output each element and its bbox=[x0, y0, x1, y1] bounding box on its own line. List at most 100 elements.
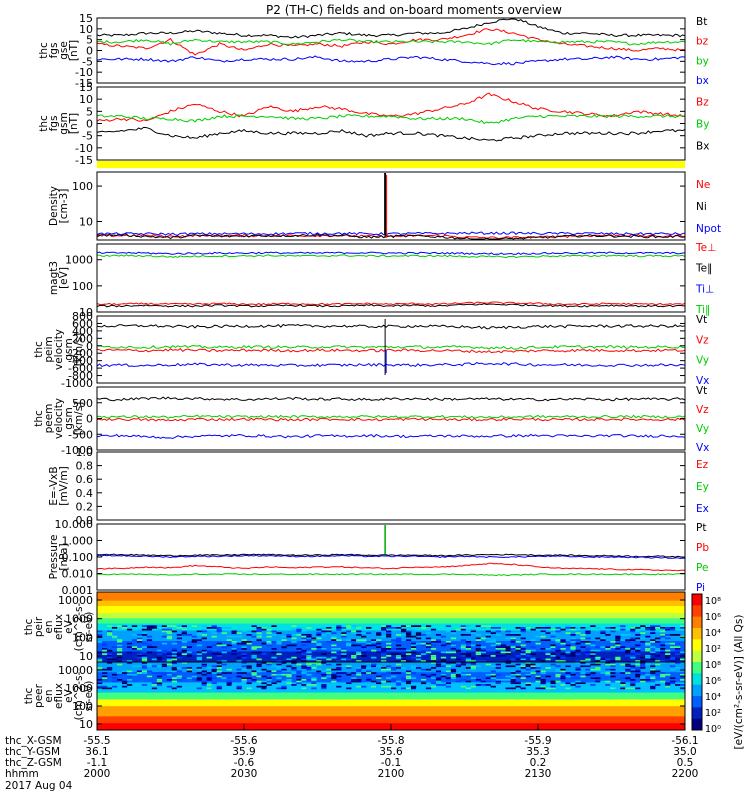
y-axis-label: thc bbox=[33, 341, 45, 358]
spectrogram-noise bbox=[241, 639, 247, 642]
spectrogram-noise bbox=[555, 648, 561, 651]
spectrogram-noise bbox=[470, 682, 477, 685]
spectrogram-row bbox=[97, 682, 685, 685]
spectrogram-row bbox=[97, 719, 685, 722]
spectrogram-noise bbox=[251, 673, 257, 676]
y-tick-label: -5 bbox=[82, 55, 93, 68]
series-line-bt bbox=[96, 18, 686, 39]
spectrogram-noise bbox=[610, 663, 616, 666]
spectrogram-noise bbox=[246, 632, 252, 635]
spectrogram-noise bbox=[455, 680, 462, 683]
spectrogram-noise bbox=[495, 663, 501, 666]
spectrogram-noise bbox=[505, 679, 511, 681]
spectrogram-noise bbox=[600, 632, 606, 635]
spectrogram-noise bbox=[391, 639, 397, 642]
spectrogram-noise bbox=[610, 649, 616, 652]
spectrogram-noise bbox=[495, 667, 501, 670]
spectrogram-noise bbox=[376, 651, 382, 654]
spectrogram-noise bbox=[470, 660, 477, 663]
spectrogram-noise bbox=[386, 655, 392, 658]
spectrogram-noise bbox=[670, 634, 676, 637]
spectrogram-noise bbox=[445, 641, 452, 644]
spectrogram-noise bbox=[420, 627, 427, 630]
spectrogram-noise bbox=[141, 655, 148, 658]
spectrogram-noise bbox=[166, 679, 173, 681]
spectrogram-noise bbox=[181, 628, 187, 631]
spectrogram-noise bbox=[680, 658, 686, 661]
spectrogram-noise bbox=[605, 672, 611, 675]
spectrogram-noise bbox=[346, 682, 352, 685]
spectrogram-noise bbox=[246, 642, 252, 645]
spectrogram-noise bbox=[615, 637, 621, 640]
y-tick-label: 1000 bbox=[65, 613, 93, 626]
spectrogram-noise bbox=[166, 653, 173, 656]
spectrogram-noise bbox=[450, 663, 457, 666]
spectrogram-noise bbox=[246, 682, 252, 685]
spectrogram-noise bbox=[465, 673, 472, 676]
spectrogram-noise bbox=[106, 662, 113, 664]
spectrogram-noise bbox=[116, 641, 123, 644]
spectrogram-noise bbox=[221, 651, 227, 654]
spectrogram-noise bbox=[316, 644, 322, 647]
spectrogram-noise bbox=[625, 672, 631, 675]
spectrogram-noise bbox=[146, 625, 153, 628]
spectrogram-noise bbox=[171, 673, 178, 676]
spectrogram-noise bbox=[341, 648, 347, 651]
spectrogram-noise bbox=[635, 653, 641, 656]
spectrogram-noise bbox=[166, 673, 173, 676]
spectrogram-noise bbox=[405, 680, 412, 683]
spectrogram-noise bbox=[311, 658, 317, 661]
spectrogram-noise bbox=[241, 653, 247, 656]
spectrogram-noise bbox=[640, 637, 646, 640]
y-axis-label: Density bbox=[48, 186, 60, 226]
spectrogram-noise bbox=[650, 632, 656, 635]
spectrogram-noise bbox=[645, 658, 651, 661]
spectrogram-noise bbox=[460, 655, 467, 658]
spectrogram-noise bbox=[560, 684, 566, 687]
spectrogram-noise bbox=[111, 677, 118, 680]
spectrogram-noise bbox=[510, 672, 516, 675]
spectrogram-noise bbox=[615, 656, 621, 659]
spectrogram-noise bbox=[680, 625, 686, 628]
footer-value: -55.5 bbox=[83, 735, 110, 747]
spectrogram-noise bbox=[650, 625, 656, 628]
spectrogram-noise bbox=[256, 663, 262, 666]
spectrogram-noise bbox=[171, 667, 178, 670]
spectrogram-noise bbox=[361, 665, 367, 668]
colorbar-segment bbox=[692, 707, 702, 720]
spectrogram-noise bbox=[515, 627, 521, 630]
spectrogram-noise bbox=[625, 648, 631, 651]
spectrogram-noise bbox=[97, 641, 103, 644]
spectrogram-noise bbox=[570, 637, 576, 640]
spectrogram-noise bbox=[600, 660, 606, 663]
spectrogram-noise bbox=[460, 646, 467, 649]
spectrogram-noise bbox=[570, 655, 576, 658]
spectrogram-noise bbox=[311, 684, 317, 687]
spectrogram-noise bbox=[465, 634, 472, 637]
spectrogram-noise bbox=[435, 639, 442, 642]
spectrogram-noise bbox=[610, 675, 616, 678]
spectrogram-noise bbox=[161, 672, 168, 675]
spectrogram-noise bbox=[261, 668, 267, 671]
spectrogram-noise bbox=[316, 672, 322, 675]
spectrogram-noise bbox=[630, 679, 636, 681]
legend-vz: Vz bbox=[696, 404, 709, 416]
spectrogram-noise bbox=[570, 641, 576, 644]
y-axis-label: gsm bbox=[58, 112, 70, 134]
spectrogram-noise bbox=[246, 687, 252, 690]
spectrogram-noise bbox=[316, 663, 322, 666]
spectrogram-noise bbox=[336, 660, 342, 663]
y-tick-label: 10 bbox=[79, 306, 93, 319]
spectrogram-noise bbox=[276, 665, 282, 668]
spectrogram-noise bbox=[635, 649, 641, 652]
spectrogram-noise bbox=[425, 625, 432, 628]
spectrogram-noise bbox=[291, 637, 297, 640]
spectrogram-noise bbox=[580, 684, 586, 687]
spectrogram-noise bbox=[400, 682, 407, 685]
spectrogram-noise bbox=[545, 658, 551, 661]
spectrogram-noise bbox=[665, 655, 671, 658]
spectrogram-noise bbox=[505, 660, 511, 663]
spectrogram-noise bbox=[306, 634, 312, 637]
spectrogram-noise bbox=[575, 627, 581, 630]
spectrogram-noise bbox=[191, 651, 197, 654]
